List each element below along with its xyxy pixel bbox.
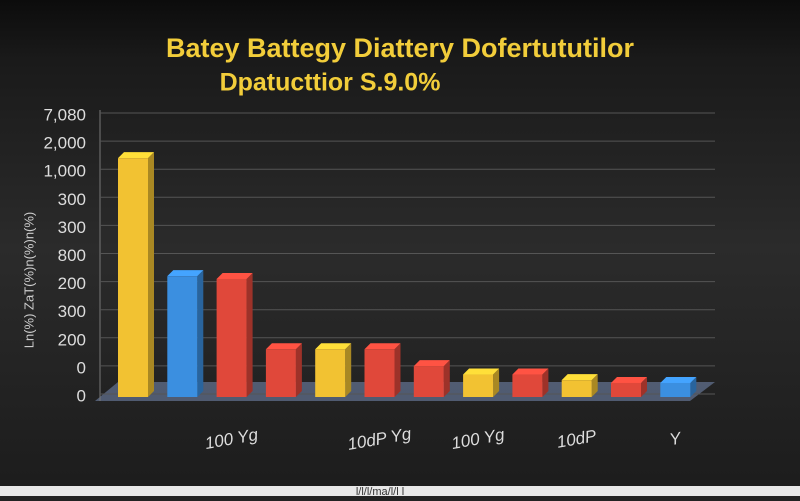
bar <box>216 278 247 397</box>
bar-top <box>463 368 500 375</box>
bar <box>660 382 691 397</box>
bar-side <box>148 152 154 397</box>
bottom-strip <box>0 486 800 496</box>
y-tick-label: 1,000 <box>43 162 86 181</box>
bar-side <box>493 368 500 397</box>
bar-top <box>265 343 302 350</box>
bar-side <box>542 368 549 397</box>
bar <box>413 366 444 397</box>
bar <box>364 349 395 397</box>
bar-top <box>611 376 647 383</box>
bar-top <box>167 270 204 277</box>
bar <box>265 349 296 397</box>
y-tick-label: 7,080 <box>43 105 86 124</box>
bar <box>118 158 148 397</box>
bar <box>561 380 592 397</box>
bar-side <box>197 270 204 397</box>
bar <box>512 374 543 397</box>
bar-top <box>561 374 598 381</box>
y-tick-label: 2,000 <box>43 134 86 153</box>
bar-side <box>690 376 697 397</box>
bar-side <box>295 343 302 397</box>
bar-side <box>246 272 253 397</box>
bar-side <box>443 360 450 397</box>
bar <box>167 276 198 397</box>
x-axis-label: l/l/l/ma/l/l l <box>356 486 404 496</box>
y-tick-label: 0 <box>77 386 86 405</box>
chart-title: Batey Battegy Diattery Dofertututilor <box>166 33 635 63</box>
y-tick-label: 300 <box>58 190 86 209</box>
bar-side <box>345 343 352 397</box>
bar <box>315 349 346 397</box>
bar-side <box>394 343 401 397</box>
bar-top <box>118 152 154 159</box>
y-tick-label: 300 <box>58 302 86 321</box>
bar <box>611 382 641 397</box>
bar-side <box>591 374 598 397</box>
y-tick-label: 200 <box>58 330 86 349</box>
y-tick-label: 300 <box>58 218 86 237</box>
bar-top <box>315 343 352 350</box>
bar-top <box>413 360 450 367</box>
y-axis-label: Ln(%) ZaT(%)n(%)n(%) <box>21 212 36 349</box>
chart-subtitle: Dpatucttior S.9.0% <box>220 69 441 97</box>
y-tick-label: 0 <box>77 358 86 377</box>
bar-side <box>641 376 647 397</box>
bar-top <box>660 376 697 383</box>
bar-top <box>216 272 253 279</box>
bar-top <box>364 343 401 350</box>
bar-top <box>512 368 549 375</box>
y-tick-label: 800 <box>58 246 86 265</box>
y-tick-label: 200 <box>58 274 86 293</box>
bar <box>463 374 494 397</box>
